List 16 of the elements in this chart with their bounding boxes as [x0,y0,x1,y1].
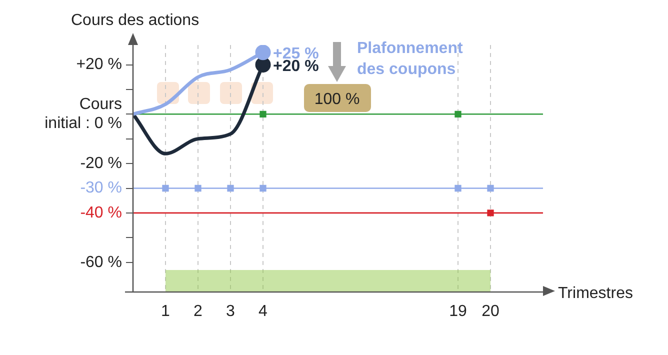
x-tick-label: 3 [226,303,236,320]
annotation: 100 % [314,91,360,108]
x-tick-label: 20 [482,303,500,320]
y-tick-label: Cours initial : 0 % [44,96,122,132]
annotation: Plafonnement des coupons [357,40,464,78]
x-tick-label: 1 [161,303,170,320]
y-tick-label: -60 % [80,254,122,271]
y-axis-title: Cours des actions [71,12,200,29]
x-tick-label: 2 [194,303,203,320]
x-tick-label: 4 [258,303,268,320]
y-tick-label: -40 % [80,204,122,222]
y-tick-label: -30 % [80,180,122,197]
y-tick-label: -20 % [80,154,122,172]
y-tick-label: +20 % [76,56,122,74]
x-axis-title: Trimestres [558,285,633,302]
x-tick-label: 19 [449,303,467,320]
